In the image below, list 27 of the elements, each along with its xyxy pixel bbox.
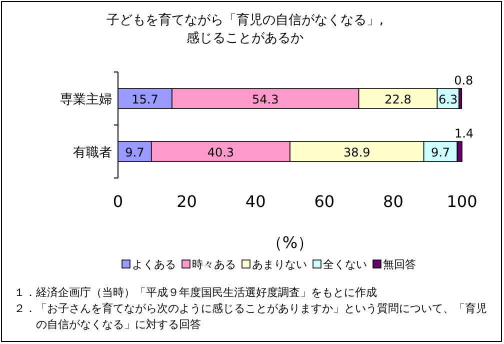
legend-label: あまりない	[252, 258, 307, 271]
data-label: 9.7	[125, 146, 144, 160]
x-tick-label: 100	[446, 192, 478, 211]
data-label: 6.3	[438, 92, 458, 106]
data-label: 15.7	[132, 92, 158, 106]
x-tick-label: 0	[112, 192, 124, 211]
data-label: 9.7	[430, 146, 450, 160]
y-tick-label: 有職者	[73, 146, 112, 160]
x-tick-label: 40	[245, 192, 266, 211]
legend-label: よくある	[132, 258, 176, 271]
text: １．経済企画庁（当時）「平成９年度国民生活選好度調査」をもとに作成	[14, 286, 377, 299]
legend-label: 時々ある	[192, 258, 236, 271]
x-tick-label: 20	[176, 192, 197, 211]
text: ２．「お子さんを育てながら次のように感じることがありますか」という質問について、「育児の自信がなくなる」に対する回答	[14, 302, 487, 331]
data-label: 0.8	[454, 74, 474, 88]
legend-label: 無回答	[383, 258, 416, 271]
chart-title: 子どもを育てながら「育児の自信がなくなる」, 感じることがあるか	[106, 12, 384, 46]
data-label: 1.4	[454, 126, 474, 140]
legend-label: 全くない	[323, 258, 367, 271]
data-label: 40.3	[207, 146, 234, 160]
x-tick-label: 60	[314, 192, 335, 211]
data-label: 22.8	[384, 92, 412, 106]
data-label: 54.3	[252, 92, 279, 106]
x-tick-label: 80	[383, 192, 404, 211]
data-label: 38.9	[344, 146, 370, 160]
x-axis-title: （%）	[266, 233, 314, 252]
y-tick-label: 専業主婦	[60, 92, 112, 108]
